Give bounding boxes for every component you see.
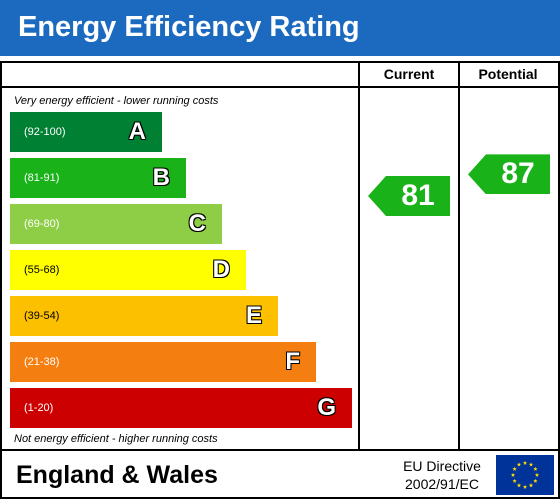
- band-letter: G: [317, 394, 336, 421]
- note-inefficient: Not energy efficient - higher running co…: [14, 433, 218, 445]
- band-range-label: (1-20): [24, 402, 54, 414]
- directive-line-2: 2002/91/EC: [405, 476, 479, 492]
- flag-star-icon: [516, 483, 522, 488]
- region-label: England & Wales: [16, 461, 218, 489]
- flag-star-icon: [512, 466, 517, 471]
- band-range-label: (92-100): [24, 126, 66, 138]
- current-rating-value: 81: [401, 179, 435, 212]
- flag-star-icon: [528, 483, 534, 488]
- flag-star-icon: [533, 466, 538, 471]
- chart-title: Energy Efficiency Rating: [18, 11, 360, 43]
- band-f: (21-38) F: [10, 342, 316, 382]
- note-efficient: Very energy efficient - lower running co…: [14, 95, 219, 107]
- flag-star-icon: [534, 472, 540, 477]
- band-letter: E: [245, 302, 262, 329]
- footer-row-divider: [2, 449, 558, 451]
- header-bar: Energy Efficiency Rating: [0, 0, 560, 56]
- flag-star-icon: [533, 478, 538, 483]
- flag-star-icon: [512, 478, 517, 483]
- band-range-label: (81-91): [24, 172, 60, 184]
- current-rating-arrow: 81: [368, 176, 450, 216]
- flag-star-icon: [516, 462, 522, 467]
- band-range-label: (21-38): [24, 356, 60, 368]
- band-range-label: (39-54): [24, 310, 60, 322]
- flag-star-icon: [510, 472, 516, 477]
- column-divider-potential: [458, 61, 460, 451]
- band-letter: A: [128, 118, 146, 145]
- band-e: (39-54) E: [10, 296, 278, 336]
- header-row-divider: [2, 86, 558, 88]
- band-d: (55-68) D: [10, 250, 246, 290]
- column-divider-current: [358, 61, 360, 451]
- potential-rating-arrow: 87: [468, 154, 550, 195]
- potential-rating-value: 87: [501, 157, 535, 191]
- band-a: (92-100) A: [10, 112, 162, 152]
- flag-star-icon: [522, 484, 528, 489]
- band-c: (69-80) C: [10, 204, 222, 244]
- band-b: (81-91) B: [10, 158, 186, 198]
- band-letter: B: [152, 164, 170, 191]
- band-letter: C: [188, 210, 206, 237]
- column-header-current: Current: [383, 66, 435, 82]
- band-g: (1-20) G: [10, 388, 352, 428]
- eu-flag-icon: [496, 455, 554, 495]
- directive-line-1: EU Directive: [403, 458, 481, 474]
- rating-frame: [0, 61, 560, 499]
- band-range-label: (55-68): [24, 264, 60, 276]
- flag-star-icon: [522, 460, 528, 465]
- band-range-label: (69-80): [24, 218, 60, 230]
- band-letter: D: [212, 256, 230, 283]
- current-arrow-shape: [368, 176, 450, 216]
- column-header-potential: Potential: [478, 66, 538, 82]
- potential-arrow-shape: [468, 154, 550, 195]
- flag-star-icon: [528, 462, 534, 467]
- band-letter: F: [285, 348, 300, 375]
